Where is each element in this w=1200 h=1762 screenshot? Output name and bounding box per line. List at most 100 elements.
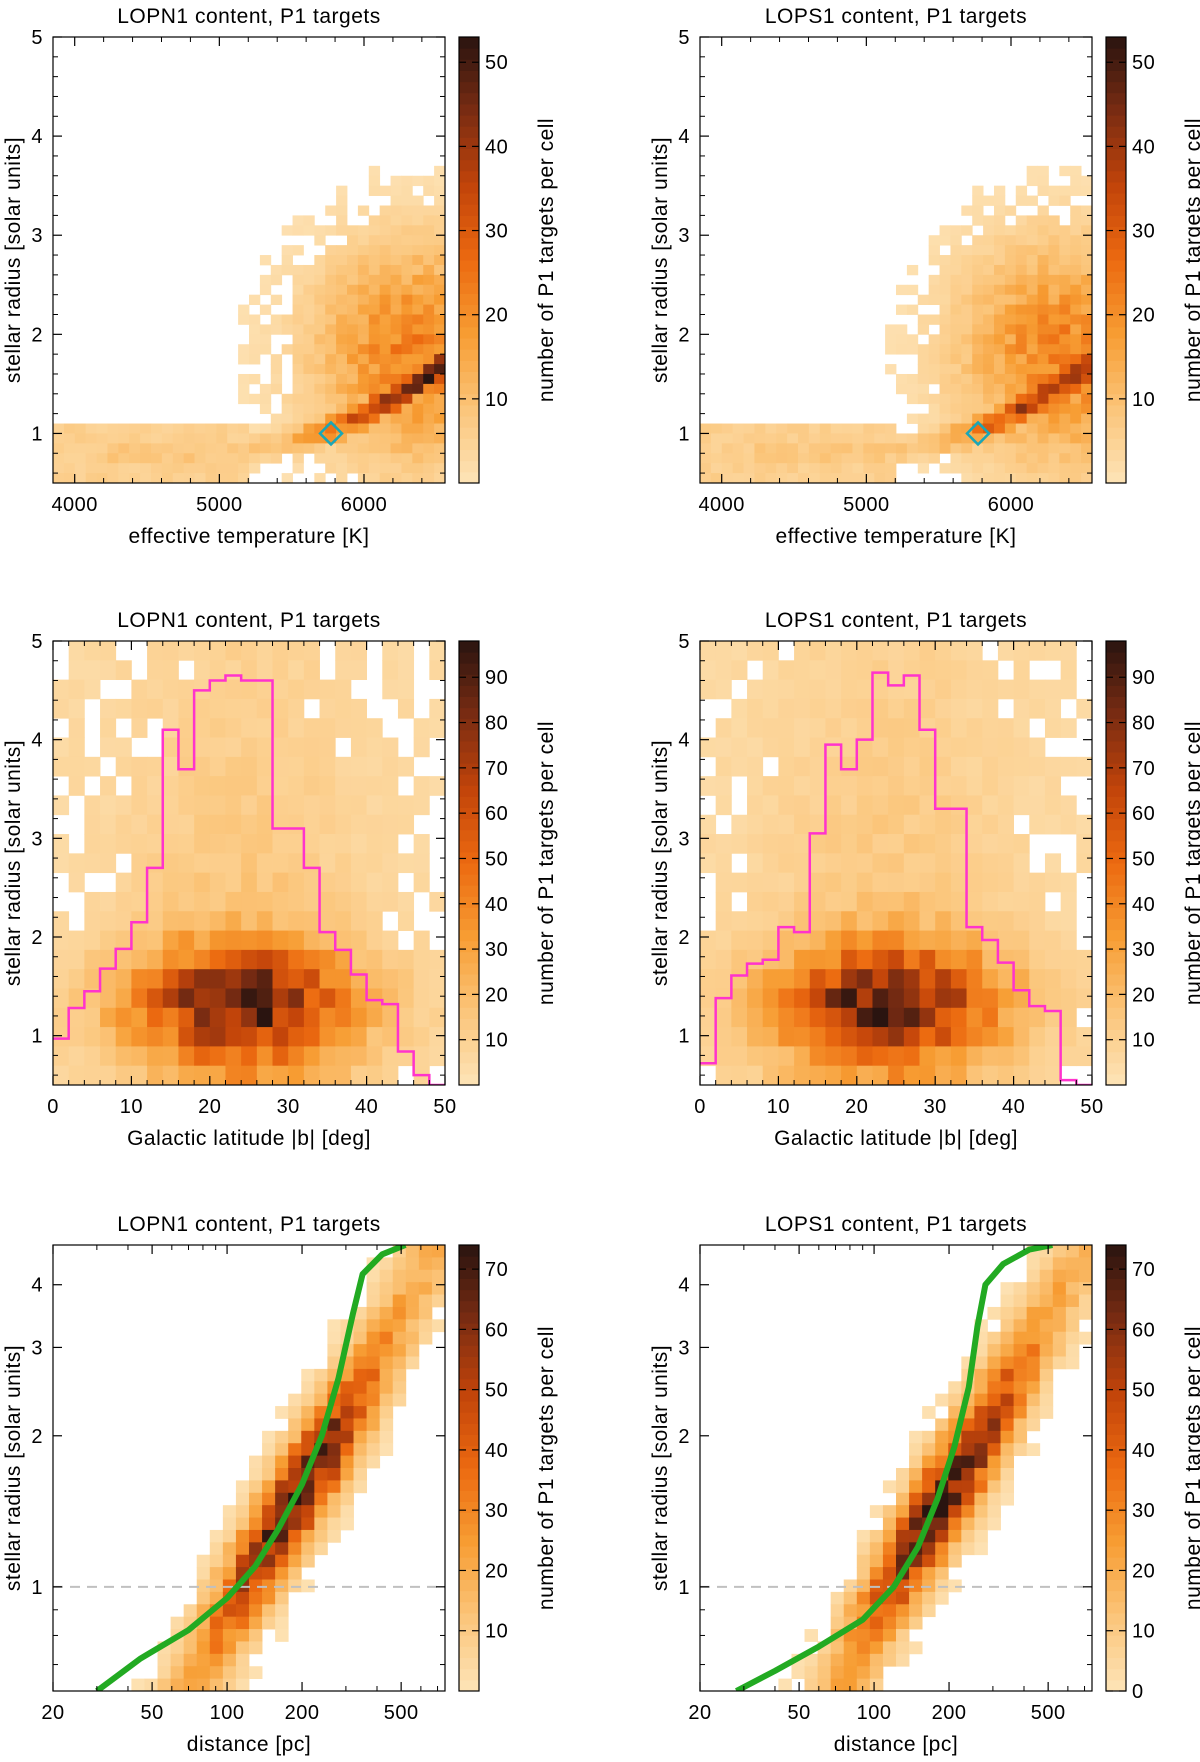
colorbar-segment	[1106, 1501, 1126, 1514]
heatmap-cells	[53, 641, 445, 1085]
heatmap-cell	[401, 245, 413, 256]
heatmap-cell	[347, 264, 359, 276]
heatmap-cell	[1004, 334, 1017, 345]
colorbar-tick-label: 50	[1132, 52, 1155, 74]
heatmap-cell	[303, 215, 315, 226]
heatmap-cell	[1026, 393, 1038, 405]
heatmap-cell	[939, 294, 951, 305]
heatmap-cell	[434, 165, 445, 177]
colorbar-segment	[459, 1635, 479, 1647]
heatmap-cell	[147, 679, 164, 700]
heatmap-cell	[303, 949, 320, 970]
heatmap-cell	[700, 988, 717, 1009]
heatmap-cell	[856, 1065, 873, 1085]
heatmap-cell	[238, 314, 250, 325]
heatmap-cell	[382, 776, 399, 796]
heatmap-cell	[314, 225, 326, 236]
heatmap-cell	[196, 1629, 211, 1642]
heatmap-cell	[418, 1282, 433, 1295]
heatmap-cell	[270, 423, 283, 434]
heatmap-cell	[222, 1554, 237, 1568]
heatmap-cell	[281, 324, 293, 335]
heatmap-cell	[997, 814, 1014, 835]
heatmap-cell	[919, 641, 936, 661]
heatmap-cell	[209, 737, 226, 758]
heatmap-cell	[1070, 413, 1082, 424]
heatmap-cell	[982, 718, 999, 738]
colorbar-segment	[459, 1445, 479, 1458]
heatmap-cell	[74, 443, 87, 454]
heatmap-cell	[288, 1007, 305, 1028]
colorbar-segment	[459, 740, 479, 753]
heatmap-cell	[96, 443, 108, 454]
heatmap-cell	[303, 383, 315, 395]
heatmap-cell	[888, 853, 905, 874]
heatmap-cell	[765, 473, 777, 483]
colorbar-segment	[459, 996, 479, 1008]
heatmap-cell	[809, 1065, 826, 1085]
heatmap-cell	[762, 872, 779, 893]
heatmap-cell	[983, 354, 995, 365]
heatmap-cell	[288, 988, 305, 1009]
heatmap-cell	[1048, 294, 1060, 305]
heatmap-cell	[423, 473, 435, 483]
heatmap-cell	[948, 1406, 962, 1419]
heatmap-cell	[906, 373, 919, 385]
heatmap-cell	[241, 814, 258, 835]
heatmap-cell	[347, 284, 359, 296]
heatmap-cell	[401, 255, 413, 266]
heatmap-cell	[235, 1492, 250, 1506]
heatmap-cell	[1029, 891, 1046, 912]
heatmap-cell	[1070, 304, 1082, 315]
heatmap-cell	[754, 453, 766, 464]
heatmap-cell	[715, 756, 732, 777]
heatmap-cell	[270, 264, 283, 276]
heatmap-cell	[249, 1579, 263, 1593]
heatmap-cell	[1078, 1294, 1092, 1308]
heatmap-cell	[262, 1480, 276, 1494]
heatmap-cell	[909, 1468, 923, 1481]
heatmap-cell	[1059, 255, 1071, 266]
heatmap-cell	[872, 795, 889, 816]
heatmap-cell	[983, 245, 995, 256]
heatmap-cell	[249, 393, 261, 405]
colorbar-segment	[459, 1367, 479, 1380]
heatmap-cell	[178, 1046, 195, 1067]
heatmap-cell	[131, 930, 148, 951]
heatmap-cell	[275, 1468, 289, 1481]
heatmap-cell	[350, 949, 367, 970]
heatmap-cell	[366, 1269, 381, 1283]
heatmap-cell	[319, 911, 336, 931]
heatmap-cell	[972, 334, 984, 345]
heatmap-cell	[700, 853, 717, 874]
heatmap-cell	[401, 453, 413, 464]
heatmap-cell	[966, 1046, 983, 1067]
heatmap-cell	[429, 1007, 445, 1028]
heatmap-cell	[382, 949, 399, 970]
heatmap-cell	[762, 718, 779, 738]
heatmap-cell	[100, 891, 117, 912]
heatmap-cell	[715, 1007, 732, 1028]
heatmap-cell	[131, 988, 148, 1009]
heatmap-cell	[794, 1046, 811, 1067]
heatmap-cell	[366, 911, 383, 931]
heatmap-cell	[994, 364, 1006, 375]
heatmap-cell	[235, 1629, 250, 1642]
heatmap-cell	[747, 834, 764, 854]
heatmap-cell	[917, 354, 930, 365]
heatmap-cell	[225, 988, 242, 1009]
heatmap-cell	[1013, 891, 1030, 912]
heatmap-cell	[392, 1269, 407, 1283]
heatmap-cell	[262, 1505, 276, 1518]
heatmap-cell	[896, 1542, 910, 1556]
heatmap-cell	[856, 641, 873, 661]
heatmap-cell	[747, 1007, 764, 1028]
heatmap-cell	[390, 453, 402, 464]
colorbar-frame	[458, 36, 480, 484]
heatmap-cell	[983, 463, 995, 474]
heatmap-cell	[869, 1641, 884, 1655]
heatmap-cell	[961, 205, 973, 216]
heatmap-cell	[935, 853, 952, 874]
heatmap-cell	[776, 443, 788, 454]
heatmap-cell	[262, 1567, 276, 1580]
